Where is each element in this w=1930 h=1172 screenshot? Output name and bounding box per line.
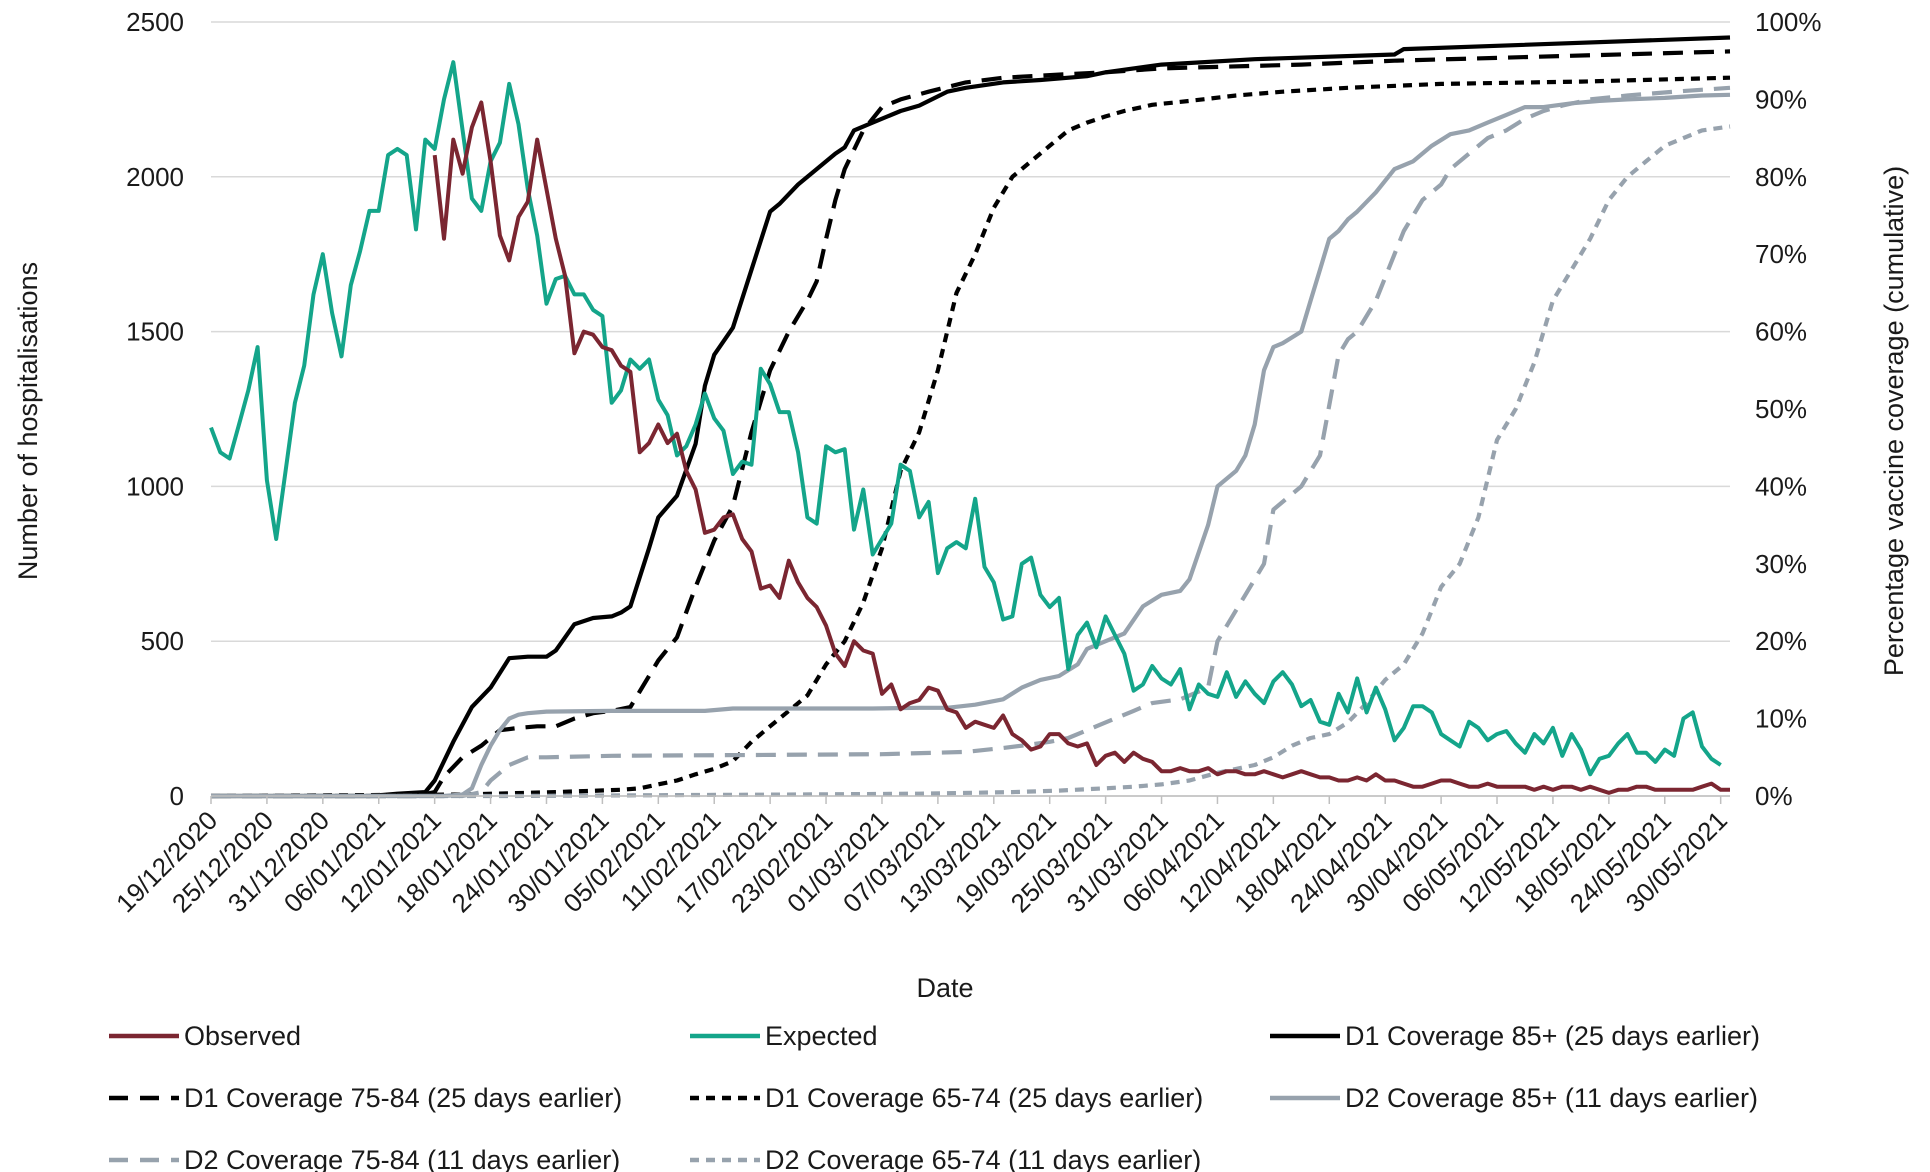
- series-line: [210, 75, 1731, 799]
- y-right-tick-label: 100%: [1755, 7, 1822, 37]
- series-line: [211, 85, 1731, 799]
- y-right-tick-label: 20%: [1755, 626, 1807, 656]
- y-right-tick-label: 90%: [1755, 84, 1807, 114]
- legend-label: D1 Coverage 75-84 (25 days earlier): [184, 1083, 622, 1113]
- legend-label: D2 Coverage 75-84 (11 days earlier): [184, 1145, 620, 1172]
- series-line: [211, 49, 1731, 799]
- legend-label: Expected: [765, 1021, 878, 1051]
- series-line: [211, 35, 1731, 799]
- y-right-tick-label: 30%: [1755, 549, 1807, 579]
- legend-label: D1 Coverage 65-74 (25 days earlier): [765, 1083, 1203, 1113]
- series-line: [211, 124, 1731, 799]
- y-left-tick-label: 1500: [126, 317, 184, 347]
- y-left-tick-label: 1000: [126, 471, 184, 501]
- legend-label: D2 Coverage 65-74 (11 days earlier): [765, 1145, 1201, 1172]
- x-axis-ticks: 19/12/202025/12/202031/12/202006/01/2021…: [110, 796, 1733, 918]
- legend: Observed Expected D1 Coverage 85+ (25 days…: [109, 1021, 1760, 1172]
- right-axis-title: Percentage vaccine coverage (cumulative): [1879, 166, 1909, 676]
- left-axis-title: Number of hospitalisations: [13, 262, 43, 580]
- legend-label: D2 Coverage 85+ (11 days earlier): [1345, 1083, 1758, 1113]
- x-axis-title: Date: [916, 973, 973, 1003]
- series-line: [211, 92, 1731, 799]
- right-axis-ticks: 0% 10% 20% 30% 40% 50% 60% 70% 80% 90% 100%: [1755, 7, 1822, 811]
- series-lines: [209, 35, 1731, 799]
- y-right-tick-label: 50%: [1755, 394, 1807, 424]
- legend-label: Observed: [184, 1021, 301, 1051]
- left-axis-ticks: 0 500 1000 1500 2000 2500: [126, 7, 184, 811]
- y-right-tick-label: 10%: [1755, 704, 1807, 734]
- series-line: [432, 100, 1730, 795]
- y-left-tick-label: 2500: [126, 7, 184, 37]
- y-right-tick-label: 70%: [1755, 239, 1807, 269]
- y-left-tick-label: 0: [170, 781, 184, 811]
- series-line: [209, 60, 1722, 777]
- y-right-tick-label: 40%: [1755, 471, 1807, 501]
- y-left-tick-label: 2000: [126, 162, 184, 192]
- y-right-tick-label: 80%: [1755, 162, 1807, 192]
- y-right-tick-label: 60%: [1755, 317, 1807, 347]
- legend-label: D1 Coverage 85+ (25 days earlier): [1345, 1021, 1760, 1051]
- gridlines: [211, 21, 1730, 797]
- y-left-tick-label: 500: [141, 626, 184, 656]
- y-right-tick-label: 0%: [1755, 781, 1793, 811]
